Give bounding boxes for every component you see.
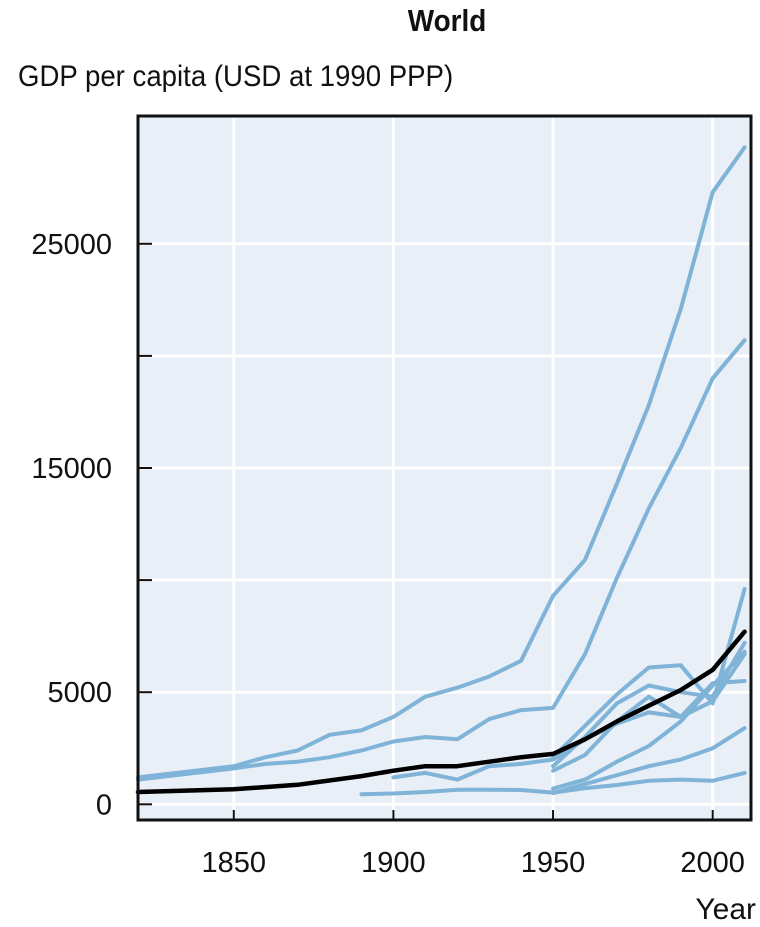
x-tick-label: 1900 <box>361 847 426 879</box>
x-tick-label: 1950 <box>521 847 586 879</box>
region-series-line <box>359 770 747 797</box>
region-series-line <box>136 145 747 780</box>
region-series-line <box>136 338 747 782</box>
series-layer <box>135 145 747 797</box>
x-tick-label: 1850 <box>202 847 267 879</box>
y-tick-label: 5000 <box>47 677 112 709</box>
x-tick-label: 2000 <box>680 847 745 879</box>
y-tick-label: 25000 <box>31 229 112 261</box>
region-series-line <box>391 652 747 782</box>
axis-ticks: 1850 1900 1950 2000 0 5000 15000 25000 <box>31 229 745 879</box>
region-series-line <box>551 726 747 796</box>
y-tick-label: 15000 <box>31 453 112 485</box>
region-series-line <box>551 649 747 791</box>
x-axis-title: Year <box>695 893 756 926</box>
chart-title: World <box>407 3 487 38</box>
y-axis-title: GDP per capita (USD at 1990 PPP) <box>18 60 454 93</box>
world-series-line <box>135 629 747 795</box>
y-tick-label: 0 <box>96 789 112 821</box>
